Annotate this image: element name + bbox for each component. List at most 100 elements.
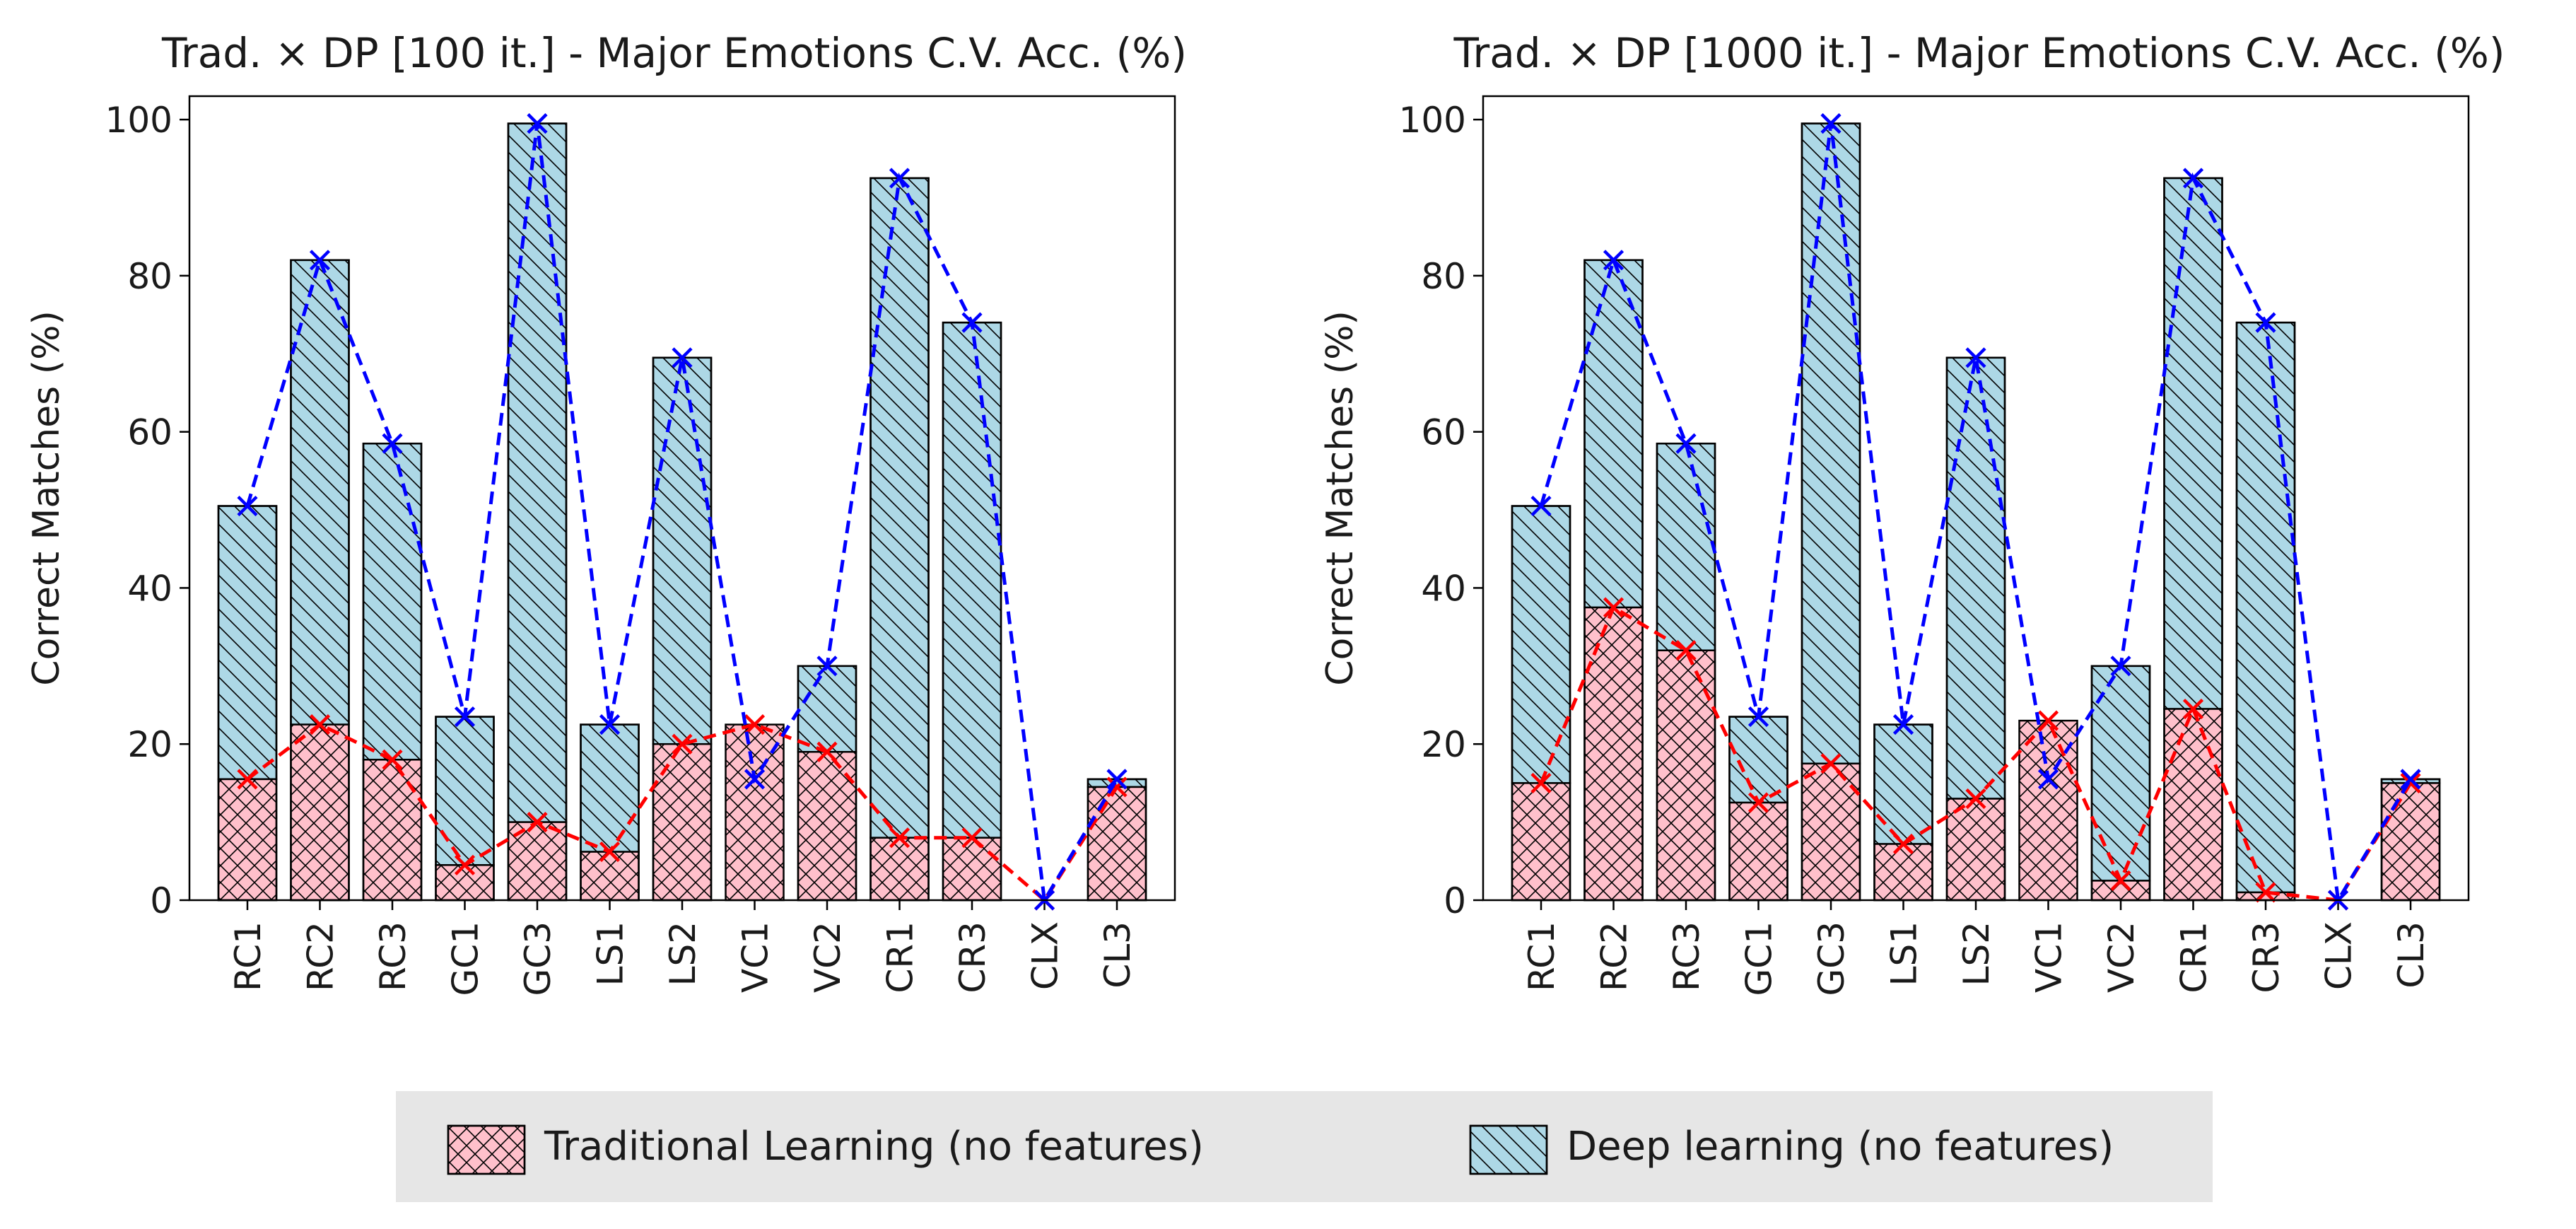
bar-traditional-hatch-rc2 (1584, 607, 1643, 900)
bar-traditional-hatch-rc3 (1657, 650, 1715, 900)
point-deep-rc3 (382, 433, 403, 454)
x-tick-label: CR3 (952, 921, 993, 993)
point-traditional-gc3 (1820, 753, 1842, 774)
point-deep-cr1 (2182, 168, 2204, 189)
bar-traditional-hatch-rc1 (1512, 783, 1570, 900)
point-traditional-gc1 (454, 854, 476, 875)
point-deep-gc1 (454, 706, 476, 728)
bar-traditional-hatch-cr1 (870, 837, 929, 900)
point-traditional-ls2 (1965, 788, 1986, 810)
chart-panel-1000-iterations: Trad. × DP [1000 it.] - Major Emotions C… (1319, 29, 2505, 996)
y-tick-label: 80 (127, 256, 172, 297)
x-tick-label: CR1 (2174, 921, 2215, 993)
y-tick-label: 100 (1399, 100, 1466, 141)
chart-title: Trad. × DP [100 it.] - Major Emotions C.… (161, 29, 1187, 77)
bar-traditional-hatch-cr3 (943, 837, 1001, 900)
bar-traditional-hatch-ls1 (1874, 844, 1933, 900)
bar-deep-hatch-cr1 (870, 177, 929, 838)
bar-traditional-hatch-gc1 (1729, 803, 1788, 900)
point-deep-rc1 (237, 495, 258, 517)
x-tick-label: RC3 (373, 921, 414, 991)
point-deep-rc2 (309, 250, 331, 271)
x-tick-label: CL3 (1097, 921, 1138, 989)
point-deep-cl3 (2400, 769, 2421, 790)
bar-traditional-hatch-ls2 (1947, 798, 2005, 900)
bar-traditional-hatch-cr3 (2237, 892, 2295, 900)
point-traditional-cl3 (1106, 776, 1128, 798)
bar-traditional-hatch-gc3 (1802, 763, 1860, 900)
bar-deep-hatch-rc3 (1657, 443, 1715, 651)
bar-deep-hatch-rc2 (1584, 260, 1643, 608)
x-tick-label: LS1 (1884, 921, 1925, 986)
point-deep-gc3 (527, 113, 548, 134)
point-deep-cr3 (2255, 312, 2276, 333)
y-tick-label: 0 (150, 880, 172, 921)
bar-deep-hatch-rc1 (1512, 506, 1570, 784)
y-tick-label: 20 (1421, 724, 1466, 765)
point-deep-vc2 (816, 656, 838, 677)
x-tick-label: VC2 (2101, 921, 2142, 993)
point-deep-vc2 (2110, 656, 2131, 677)
bar-traditional-hatch-cl3 (2382, 783, 2440, 900)
point-deep-rc1 (1530, 495, 1552, 517)
point-deep-cr3 (961, 312, 983, 333)
x-tick-label: LS1 (590, 921, 631, 986)
bar-deep-hatch-cr3 (2237, 322, 2295, 892)
x-tick-label: VC1 (735, 921, 776, 993)
x-tick-label: VC1 (2029, 921, 2070, 993)
point-traditional-vc1 (744, 714, 766, 735)
x-tick-label: CR3 (2246, 921, 2287, 993)
legend: Traditional Learning (no features) Deep … (396, 1091, 2213, 1202)
point-traditional-vc2 (816, 741, 838, 762)
point-traditional-ls2 (672, 733, 693, 755)
y-axis-label: Correct Matches (%) (25, 310, 68, 686)
x-tick-label: RC1 (1521, 921, 1562, 991)
point-traditional-cr3 (2255, 882, 2276, 903)
bar-traditional-hatch-cl3 (1088, 786, 1146, 900)
point-deep-gc1 (1747, 706, 1769, 728)
point-traditional-rc1 (237, 769, 258, 790)
point-deep-cr1 (889, 168, 911, 189)
bar-deep-hatch-ls1 (580, 724, 639, 852)
y-tick-label: 0 (1444, 880, 1466, 921)
bar-deep-hatch-rc3 (363, 443, 421, 760)
x-tick-label: RC2 (1594, 921, 1635, 991)
bar-traditional-hatch-ls1 (580, 851, 639, 900)
x-tick-label: GC1 (1739, 921, 1780, 996)
point-deep-vc1 (2037, 769, 2059, 790)
point-deep-ls2 (672, 347, 693, 368)
bar-deep-hatch-gc3 (508, 123, 566, 822)
y-tick-label: 60 (127, 412, 172, 453)
x-tick-label: CR1 (880, 921, 921, 993)
point-traditional-ls1 (1892, 833, 1914, 855)
x-tick-label: RC3 (1666, 921, 1707, 991)
bar-deep-hatch-cl3 (1088, 779, 1146, 787)
point-traditional-gc3 (527, 812, 548, 833)
bar-deep-hatch-ls1 (1874, 724, 1933, 844)
legend-swatch-deep-hatch (1469, 1124, 1548, 1175)
x-tick-label: CL3 (2391, 921, 2432, 989)
bar-traditional-hatch-rc1 (218, 779, 276, 900)
point-traditional-vc2 (2110, 870, 2131, 891)
legend-frame (396, 1091, 2213, 1202)
x-tick-label: RC2 (300, 921, 341, 991)
y-tick-label: 40 (1421, 568, 1466, 609)
point-traditional-rc3 (1675, 640, 1697, 661)
point-traditional-cr1 (889, 827, 911, 849)
point-deep-vc1 (744, 769, 766, 790)
point-deep-ls2 (1965, 347, 1986, 368)
y-axis-label: Correct Matches (%) (1319, 310, 1362, 686)
legend-label-deep: Deep learning (no features) (1567, 1124, 2114, 1170)
bar-deep-hatch-rc1 (218, 506, 276, 779)
y-tick-label: 40 (127, 568, 172, 609)
legend-label-traditional: Traditional Learning (no features) (544, 1124, 1204, 1170)
point-traditional-rc2 (309, 714, 331, 735)
x-tick-label: GC3 (517, 921, 558, 996)
bar-deep-hatch-rc2 (291, 260, 349, 725)
bar-deep-hatch-ls2 (653, 357, 711, 745)
chart-panel-100-iterations: Trad. × DP [100 it.] - Major Emotions C.… (25, 29, 1187, 996)
point-traditional-ls1 (599, 841, 621, 863)
point-deep-ls1 (599, 714, 621, 735)
bar-deep-hatch-gc3 (1802, 123, 1860, 764)
